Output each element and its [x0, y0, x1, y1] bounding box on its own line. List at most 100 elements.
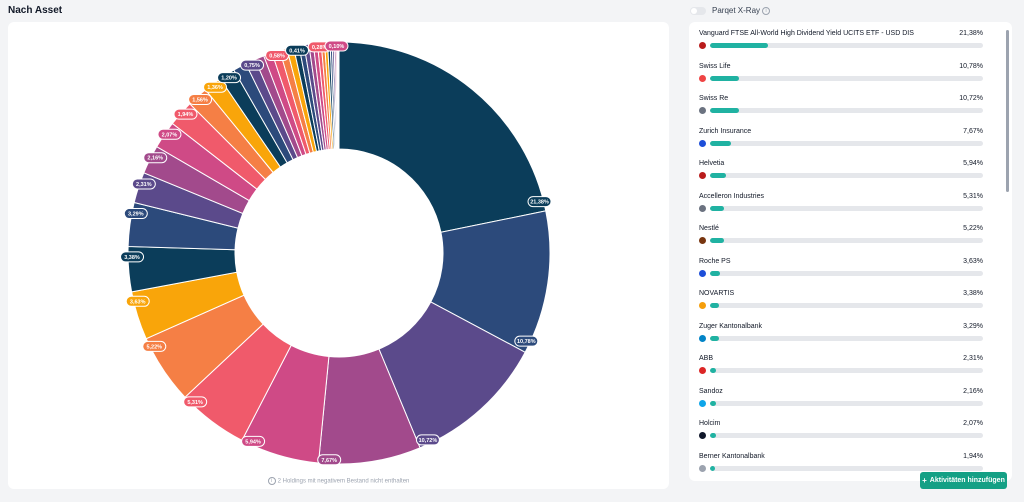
scrollbar[interactable]: [1006, 30, 1009, 192]
slice-label: 3,38%: [120, 251, 145, 263]
slice-label-text: 0,28%: [312, 45, 328, 51]
add-activities-label: Aktivitäten hinzufügen: [929, 477, 1005, 484]
holding-item[interactable]: Holcim 2,07%: [699, 420, 983, 453]
holding-item[interactable]: Swiss Life 10,78%: [699, 63, 983, 96]
holding-item[interactable]: Zurich Insurance 7,67%: [699, 128, 983, 161]
slice-label-text: 2,31%: [136, 182, 152, 188]
xray-label: Parqet X-Ray: [712, 6, 761, 15]
holding-percentage: 2,16%: [963, 387, 983, 395]
xray-toggle[interactable]: [690, 6, 706, 15]
holding-percentage: 10,72%: [959, 95, 983, 102]
holding-percentage: 2,31%: [963, 355, 983, 362]
holding-logo-icon: [699, 302, 706, 309]
slice-label: 2,07%: [157, 128, 182, 140]
holding-percentage: 3,63%: [963, 257, 983, 265]
section-title: Nach Asset: [8, 5, 63, 16]
holding-logo-icon: [699, 464, 706, 472]
slice-label: 10,78%: [514, 335, 539, 347]
slice-label: 0,10%: [324, 40, 349, 52]
holding-logo-icon: [699, 367, 706, 374]
holding-item[interactable]: Berner Kantonalbank 1,94%: [699, 453, 983, 482]
holding-bar-track: [710, 465, 983, 471]
holding-item[interactable]: NOVARTIS 3,38%: [699, 290, 983, 323]
slice-label: 1,20%: [217, 72, 242, 84]
holding-percentage: 1,94%: [963, 452, 983, 460]
holding-item[interactable]: Swiss Re 10,72%: [699, 95, 983, 128]
donut-slice[interactable]: [338, 41, 547, 233]
holding-bar-fill: [710, 238, 725, 243]
holding-percentage: 5,31%: [963, 192, 983, 200]
holding-percentage: 5,94%: [963, 160, 983, 167]
holding-bar-track: [710, 238, 983, 243]
holding-name: Vanguard FTSE All-World High Dividend Yi…: [699, 30, 914, 37]
holdings-list: Vanguard FTSE All-World High Dividend Yi…: [699, 30, 983, 481]
holding-item[interactable]: Helvetia 5,94%: [699, 160, 983, 193]
donut-chart: 21,38% 10,78% 10,72% 7,67% 5,94% 5,31% 5,22% 3,…: [120, 40, 552, 466]
holding-name: Helvetia: [699, 160, 725, 167]
holding-bar-track: [710, 140, 983, 146]
holding-bar-fill: [710, 270, 720, 276]
holding-name: Holcim: [699, 420, 721, 427]
holding-item[interactable]: ABB 2,31%: [699, 355, 983, 388]
holding-logo-icon: [699, 107, 706, 114]
slice-label: 1,94%: [173, 108, 198, 120]
slice-label-text: 0,58%: [269, 53, 285, 59]
holding-bar-fill: [710, 368, 717, 373]
holding-item[interactable]: Nestlé 5,22%: [699, 225, 983, 258]
holding-name: ABB: [699, 355, 714, 362]
slice-label-text: 3,63%: [130, 299, 146, 305]
slice-label-text: 1,20%: [221, 76, 237, 82]
slice-label: 0,75%: [240, 59, 265, 71]
holding-bar-fill: [710, 465, 716, 471]
info-icon[interactable]: i: [762, 6, 771, 15]
holding-item[interactable]: Vanguard FTSE All-World High Dividend Yi…: [699, 30, 983, 63]
footnote-text: 2 Holdings mit negativem Bestand nicht e…: [277, 478, 410, 485]
holding-name: Zurich Insurance: [699, 127, 752, 135]
holding-bar-track: [710, 75, 983, 81]
slice-label-text: 10,72%: [419, 438, 438, 444]
holding-logo-icon: [699, 269, 706, 277]
slice-label: 5,22%: [142, 340, 167, 352]
holding-bar-fill: [710, 335, 719, 341]
holding-bar-fill: [710, 75, 740, 81]
holding-item[interactable]: Sandoz 2,16%: [699, 388, 983, 421]
donut-chart-card: 21,38% 10,78% 10,72% 7,67% 5,94% 5,31% 5,22% 3,…: [8, 22, 669, 489]
holding-logo-icon: [699, 74, 706, 82]
holding-name: Roche PS: [699, 257, 731, 265]
holding-bar-fill: [710, 173, 727, 178]
slice-label: 10,72%: [415, 434, 440, 446]
slice-label-text: 0,10%: [329, 44, 345, 50]
holding-percentage: 3,38%: [963, 290, 983, 297]
slice-label: 2,16%: [143, 152, 168, 164]
add-activities-button[interactable]: + Aktivitäten hinzufügen: [920, 472, 1007, 489]
holding-item[interactable]: Zuger Kantonalbank 3,29%: [699, 323, 983, 356]
holding-percentage: 7,67%: [963, 127, 983, 135]
slice-label-text: 0,41%: [289, 48, 305, 54]
slice-label: 21,38%: [527, 196, 552, 208]
slice-label: 3,29%: [123, 208, 148, 220]
holding-logo-icon: [699, 139, 706, 147]
holding-percentage: 3,29%: [963, 322, 983, 330]
holding-bar-fill: [710, 303, 720, 308]
holding-logo-icon: [699, 237, 706, 244]
slice-label: 0,58%: [265, 49, 290, 61]
slice-label: 2,31%: [131, 178, 156, 190]
holding-bar-fill: [710, 108, 740, 113]
holding-bar-track: [710, 108, 983, 113]
holding-name: NOVARTIS: [699, 290, 735, 297]
holding-bar-track: [710, 270, 983, 276]
slice-label: 5,31%: [183, 396, 208, 408]
holding-bar-fill: [710, 400, 716, 406]
holding-item[interactable]: Accelleron Industries 5,31%: [699, 193, 983, 226]
holding-item[interactable]: Roche PS 3,63%: [699, 258, 983, 291]
slice-label: 3,63%: [125, 295, 150, 307]
holding-bar-fill: [710, 433, 716, 438]
slice-label-text: 2,16%: [147, 156, 163, 162]
holding-name: Swiss Life: [699, 62, 731, 70]
holding-name: Swiss Re: [699, 95, 729, 102]
holding-bar-fill: [710, 43, 769, 48]
slice-label-text: 7,67%: [321, 458, 337, 464]
holding-bar-track: [710, 368, 983, 373]
donut-slice[interactable]: [337, 41, 340, 150]
